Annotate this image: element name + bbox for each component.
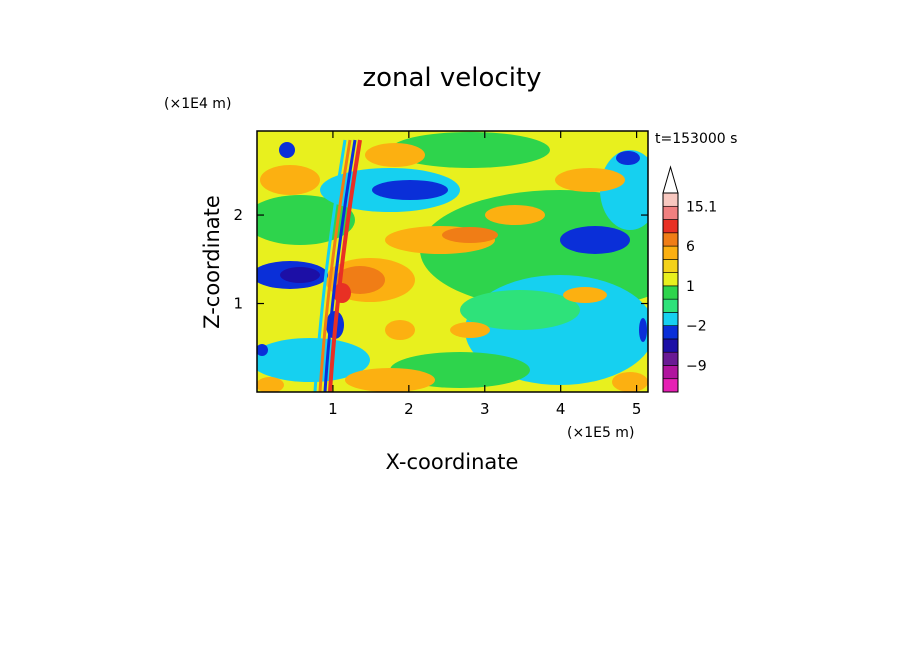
colorbar-segment xyxy=(662,298,679,313)
colorbar-segment xyxy=(662,338,679,353)
x-tick-label: 1 xyxy=(328,400,338,418)
colorbar-tick-label: 6 xyxy=(686,239,695,255)
colorbar-segment xyxy=(662,205,679,220)
chart-title: zonal velocity xyxy=(362,63,541,93)
field-blob xyxy=(279,142,295,158)
wave-streaks xyxy=(313,139,362,392)
field-blob xyxy=(485,205,545,225)
field-blob xyxy=(612,372,648,392)
x-tick-label: 2 xyxy=(404,400,414,418)
field-blob xyxy=(560,226,630,254)
colorbar: 15.1 6 1 −2 −9 xyxy=(662,165,717,393)
colorbar-segment xyxy=(662,325,679,340)
colorbar-segment xyxy=(662,272,679,287)
wave-streak xyxy=(318,139,352,392)
field-blob xyxy=(639,318,647,342)
x-tick-label: 4 xyxy=(556,400,566,418)
wave-streak xyxy=(313,139,347,392)
heatmap-field xyxy=(257,131,648,392)
x-tick-label: 5 xyxy=(632,400,642,418)
colorbar-frame xyxy=(662,192,679,393)
field-blob xyxy=(616,151,640,165)
field-blob xyxy=(280,267,320,283)
x-tick-label: 3 xyxy=(480,400,490,418)
plot-frame xyxy=(256,130,649,393)
y-unit-label: (×1E4 m) xyxy=(164,96,231,112)
time-label: t=153000 s xyxy=(655,131,737,147)
x-axis-label: X-coordinate xyxy=(386,450,519,474)
colorbar-segment xyxy=(662,245,679,260)
field-blob xyxy=(257,338,370,382)
colorbar-segment xyxy=(662,219,679,234)
field-blob xyxy=(442,227,498,243)
colorbar-segment xyxy=(662,232,679,247)
field-blob xyxy=(260,165,320,195)
field-blob xyxy=(450,322,490,338)
colorbar-segment xyxy=(662,312,679,326)
colorbar-tick-label: −9 xyxy=(686,358,707,374)
field-blob xyxy=(257,344,268,356)
colorbar-segment xyxy=(662,365,679,380)
colorbar-segment xyxy=(662,378,679,393)
colorbar-tick-label: −2 xyxy=(686,319,707,335)
field-blob xyxy=(345,368,435,392)
field-blob xyxy=(365,143,425,167)
field-blob xyxy=(600,150,648,230)
x-axis-ticks: 1 2 3 4 5 xyxy=(328,131,641,418)
colorbar-segment xyxy=(662,351,679,366)
field-blob xyxy=(563,287,607,303)
y-tick-label: 1 xyxy=(233,295,243,313)
wave-streak xyxy=(323,139,357,392)
field-blob xyxy=(460,290,580,330)
colorbar-extend-arrow xyxy=(662,165,679,194)
y-axis-ticks: 12 xyxy=(233,206,648,313)
field-blob xyxy=(390,132,550,168)
field-blob xyxy=(372,180,448,200)
y-tick-label: 2 xyxy=(233,206,243,224)
colorbar-tick-label: 1 xyxy=(686,279,695,295)
colorbar-segment xyxy=(662,192,679,207)
field-blob xyxy=(257,377,284,392)
colorbar-tick-label: 15.1 xyxy=(686,199,717,215)
x-unit-label: (×1E5 m) xyxy=(567,425,634,441)
colorbar-segment xyxy=(662,285,679,300)
y-axis-label: Z-coordinate xyxy=(200,195,224,329)
colorbar-segment xyxy=(662,259,679,273)
field-blob xyxy=(555,168,625,192)
wave-streak xyxy=(328,139,362,392)
field-blob xyxy=(385,320,415,340)
